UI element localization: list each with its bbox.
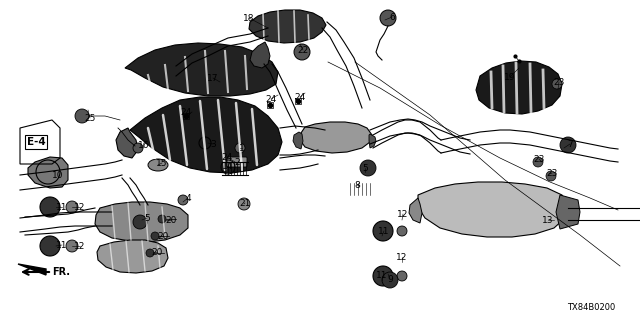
Polygon shape bbox=[116, 128, 138, 158]
Text: 20: 20 bbox=[165, 215, 177, 225]
Circle shape bbox=[552, 79, 562, 89]
Polygon shape bbox=[409, 198, 422, 223]
Polygon shape bbox=[476, 61, 562, 114]
Text: 6: 6 bbox=[389, 12, 395, 21]
Circle shape bbox=[373, 266, 393, 286]
Text: 12: 12 bbox=[74, 242, 86, 251]
Circle shape bbox=[235, 143, 245, 153]
Circle shape bbox=[360, 160, 376, 176]
Circle shape bbox=[133, 143, 143, 153]
Circle shape bbox=[158, 215, 166, 223]
Text: 25: 25 bbox=[84, 114, 96, 123]
Circle shape bbox=[133, 215, 147, 229]
Circle shape bbox=[151, 232, 159, 240]
Text: 24: 24 bbox=[221, 153, 232, 162]
Circle shape bbox=[146, 249, 154, 257]
Circle shape bbox=[75, 109, 89, 123]
Text: 12: 12 bbox=[396, 252, 408, 261]
Circle shape bbox=[380, 10, 396, 26]
Text: TX84B0200: TX84B0200 bbox=[567, 303, 615, 312]
Circle shape bbox=[66, 201, 78, 213]
Circle shape bbox=[178, 195, 188, 205]
Text: 16: 16 bbox=[138, 140, 150, 149]
Text: 24: 24 bbox=[266, 94, 276, 103]
Polygon shape bbox=[28, 157, 68, 188]
Text: 20: 20 bbox=[151, 247, 163, 257]
Text: 3: 3 bbox=[210, 140, 216, 148]
Text: 23: 23 bbox=[554, 77, 564, 86]
Ellipse shape bbox=[148, 159, 168, 171]
Polygon shape bbox=[418, 182, 568, 237]
Circle shape bbox=[397, 271, 407, 281]
Polygon shape bbox=[18, 264, 46, 275]
Text: 4: 4 bbox=[185, 194, 191, 203]
Circle shape bbox=[66, 240, 78, 252]
Polygon shape bbox=[293, 132, 303, 149]
Text: 24: 24 bbox=[294, 92, 306, 101]
Text: 14: 14 bbox=[222, 162, 234, 171]
Circle shape bbox=[294, 44, 310, 60]
Polygon shape bbox=[250, 42, 270, 68]
Circle shape bbox=[382, 272, 398, 288]
Text: 23: 23 bbox=[547, 169, 557, 178]
Circle shape bbox=[397, 226, 407, 236]
Polygon shape bbox=[300, 122, 372, 153]
Text: 5: 5 bbox=[362, 164, 368, 172]
Polygon shape bbox=[369, 134, 376, 148]
Circle shape bbox=[373, 221, 393, 241]
Polygon shape bbox=[125, 43, 278, 96]
Text: 10: 10 bbox=[52, 171, 64, 180]
Text: 15: 15 bbox=[156, 158, 168, 167]
Polygon shape bbox=[130, 97, 282, 173]
Text: 11: 11 bbox=[376, 271, 388, 281]
Text: 7: 7 bbox=[567, 140, 573, 148]
Text: FR.: FR. bbox=[52, 267, 70, 277]
Text: 5: 5 bbox=[144, 213, 150, 222]
Polygon shape bbox=[562, 198, 576, 224]
Circle shape bbox=[546, 171, 556, 181]
Text: 18: 18 bbox=[243, 13, 255, 22]
Text: 11: 11 bbox=[378, 227, 390, 236]
Text: 24: 24 bbox=[180, 108, 191, 116]
Polygon shape bbox=[556, 195, 580, 229]
Text: E-4: E-4 bbox=[27, 137, 45, 147]
Text: 23: 23 bbox=[533, 155, 545, 164]
FancyBboxPatch shape bbox=[227, 157, 247, 167]
Circle shape bbox=[40, 197, 60, 217]
Text: 2: 2 bbox=[234, 157, 240, 166]
Polygon shape bbox=[249, 10, 326, 43]
Text: 19: 19 bbox=[504, 73, 516, 82]
Circle shape bbox=[238, 198, 250, 210]
Text: 21: 21 bbox=[239, 198, 251, 207]
Polygon shape bbox=[97, 240, 168, 273]
Text: 8: 8 bbox=[354, 180, 360, 189]
Circle shape bbox=[533, 157, 543, 167]
Text: 12: 12 bbox=[74, 203, 86, 212]
Text: 9: 9 bbox=[387, 275, 393, 284]
Text: 11: 11 bbox=[56, 203, 68, 212]
Text: 1: 1 bbox=[239, 143, 245, 153]
Text: 20: 20 bbox=[157, 231, 169, 241]
Text: 13: 13 bbox=[542, 215, 554, 225]
Circle shape bbox=[40, 236, 60, 256]
Text: 22: 22 bbox=[298, 45, 308, 54]
Polygon shape bbox=[95, 202, 188, 242]
Text: 11: 11 bbox=[56, 241, 68, 250]
Text: 17: 17 bbox=[207, 74, 219, 83]
Circle shape bbox=[560, 137, 576, 153]
Text: 12: 12 bbox=[397, 210, 409, 219]
